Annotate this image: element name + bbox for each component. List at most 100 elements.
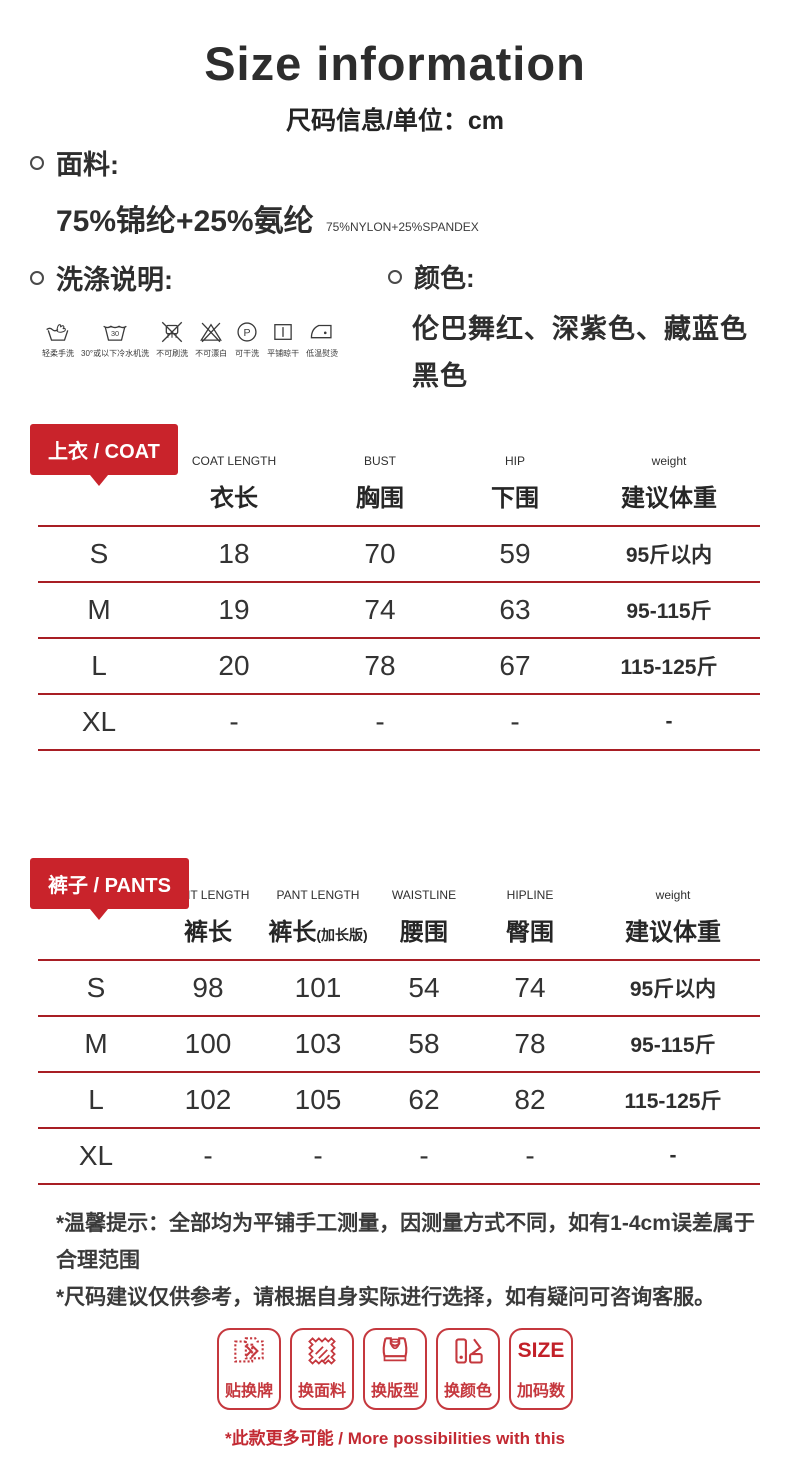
table-row: L 102 105 62 82 115-125斤 — [38, 1073, 760, 1129]
fabric-label: 面料: — [30, 143, 479, 182]
weight-cell: 115-125斤 — [620, 656, 718, 679]
value-cell: 54 — [408, 972, 440, 1003]
value-cell: 78 — [514, 1028, 546, 1059]
pants-badge: 裤子 / PANTS — [30, 858, 189, 920]
coat-col-hip: HIP 下围 — [452, 454, 578, 513]
wash-item: 轻柔手洗 — [42, 319, 74, 359]
coat-size-table: 上衣 / COAT COAT LENGTH 衣长 BUST 胸围 HIP 下围 … — [30, 420, 760, 751]
table-row: XL - - - - — [38, 695, 760, 751]
page-header: Size information 尺码信息/单位：cm — [0, 36, 790, 137]
weight-cell: 95斤以内 — [629, 978, 717, 1001]
col-header-cn: 建议体重 — [625, 919, 721, 946]
value-cell: - — [229, 706, 239, 737]
feature-label: 贴换牌 — [224, 1383, 273, 1400]
value-cell: 58 — [408, 1028, 440, 1059]
pants-size-table: 裤子 / PANTS PANT LENGTH 裤长 PANT LENGTH 裤长… — [30, 854, 760, 1185]
size-big-text: SIZE — [517, 1339, 565, 1362]
washing-section: 洗涤说明: 轻柔手洗 30 30°或以下冷水机洗 — [30, 258, 375, 359]
wash-item-label: 不可刷洗 — [156, 349, 189, 358]
wash-item: 30 30°或以下冷水机洗 — [81, 319, 149, 359]
col-header-cn: 胸围 — [356, 485, 404, 512]
wash-item-label: 可干洗 — [235, 349, 260, 358]
col-header-cn-suffix: (加长版) — [316, 927, 368, 943]
bullet-ring-icon — [30, 270, 44, 285]
col-header-cn-main: 裤长 — [268, 919, 317, 946]
features-section: 贴换牌 换面料 换版型 — [0, 1328, 790, 1449]
feature-label: 换版型 — [370, 1383, 419, 1400]
value-cell: 98 — [192, 972, 224, 1003]
features-footer-text: *此款更多可能 / More possibilities with this — [224, 1429, 566, 1448]
weight-cell: - — [665, 710, 673, 733]
value-cell: 70 — [364, 538, 396, 569]
col-header-cn: 下围 — [491, 485, 539, 512]
value-cell: 102 — [184, 1084, 232, 1115]
size-cell: L — [91, 650, 107, 681]
feature-label: 加码数 — [516, 1383, 565, 1400]
value-cell: 74 — [364, 594, 396, 625]
col-header-cn: 裤长(加长版) — [262, 912, 374, 947]
col-header-en: HIP — [504, 454, 525, 468]
pants-col-hip: HIPLINE 臀围 — [474, 888, 586, 947]
value-cell: 101 — [294, 972, 342, 1003]
feature-tag-swap: 贴换牌 — [217, 1328, 281, 1410]
fabric-value: 75%锦纶+25%氨纶 75%NYLON+25%SPANDEX — [56, 196, 479, 240]
coat-col-bust: BUST 胸围 — [308, 454, 452, 513]
value-cell: - — [313, 1140, 323, 1171]
size-cell: XL — [81, 706, 117, 737]
sports-bra-icon — [382, 1337, 408, 1362]
dry-clean-icon: P — [237, 322, 257, 342]
wash-icon-row: 轻柔手洗 30 30°或以下冷水机洗 不可刷洗 不可 — [42, 319, 375, 359]
svg-text:30: 30 — [111, 329, 119, 338]
size-cell: L — [88, 1084, 104, 1115]
do-not-bleach-icon — [200, 322, 223, 343]
do-not-scrub-icon — [161, 321, 183, 343]
colors-label: 颜色: — [388, 258, 768, 295]
fabric-section: 面料: 75%锦纶+25%氨纶 75%NYLON+25%SPANDEX — [30, 143, 479, 240]
coat-col-weight: weight 建议体重 — [578, 454, 760, 513]
col-header-en: COAT LENGTH — [191, 454, 277, 468]
pants-col-weight: weight 建议体重 — [586, 888, 760, 947]
washing-label-text: 洗涤说明: — [56, 265, 173, 295]
feature-fabric-swap: 换面料 — [290, 1328, 354, 1410]
note-line: *尺码建议仅供参考，请根据自身实际进行选择，如有疑问可咨询客服。 — [56, 1286, 716, 1309]
gentle-hand-wash-icon — [46, 324, 69, 341]
col-header-en: BUST — [363, 454, 396, 468]
value-cell: 63 — [499, 594, 531, 625]
value-cell: - — [419, 1140, 429, 1171]
value-cell: 100 — [184, 1028, 232, 1059]
size-cell: S — [89, 538, 109, 569]
tag-swap-icon — [234, 1337, 264, 1363]
value-cell: 19 — [218, 594, 250, 625]
value-cell: 103 — [294, 1028, 342, 1059]
low-temp-iron-icon — [310, 324, 332, 339]
wash-item-label: 平铺晾干 — [267, 349, 300, 358]
coat-table-header: COAT LENGTH 衣长 BUST 胸围 HIP 下围 weight 建议体… — [38, 420, 760, 527]
value-cell: 82 — [514, 1084, 546, 1115]
colors-label-text: 颜色: — [414, 263, 475, 293]
pants-col-length-ext: PANT LENGTH 裤长(加长版) — [262, 888, 374, 947]
fabric-value-cn: 75%锦纶+25%氨纶 — [56, 205, 314, 238]
fabric-value-en: 75%NYLON+25%SPANDEX — [325, 220, 479, 234]
feature-pattern-swap: 换版型 — [363, 1328, 427, 1410]
size-cell: XL — [78, 1140, 114, 1171]
weight-cell: 95斤以内 — [625, 544, 713, 567]
col-header-cn: 裤长 — [184, 919, 232, 946]
value-cell: 78 — [364, 650, 396, 681]
color-names-line1: 伦巴舞红、深紫色、藏蓝色 — [412, 314, 748, 344]
feature-size-add: SIZE 加码数 — [509, 1328, 573, 1410]
size-cell: S — [86, 972, 106, 1003]
coat-col-length: COAT LENGTH 衣长 — [160, 454, 308, 513]
table-row: M 100 103 58 78 95-115斤 — [38, 1017, 760, 1073]
feature-label: 换面料 — [297, 1383, 346, 1400]
wash-item-label: 不可漂白 — [195, 349, 228, 358]
weight-cell: - — [669, 1144, 677, 1167]
weight-cell: 115-125斤 — [624, 1090, 722, 1113]
feature-label: 换颜色 — [443, 1383, 492, 1400]
color-swatch-icon — [455, 1338, 483, 1364]
wash-item: 不可漂白 — [195, 319, 227, 359]
value-cell: 62 — [408, 1084, 440, 1115]
value-cell: 67 — [499, 650, 531, 681]
table-row: L 20 78 67 115-125斤 — [38, 639, 760, 695]
size-cell: M — [87, 594, 111, 625]
